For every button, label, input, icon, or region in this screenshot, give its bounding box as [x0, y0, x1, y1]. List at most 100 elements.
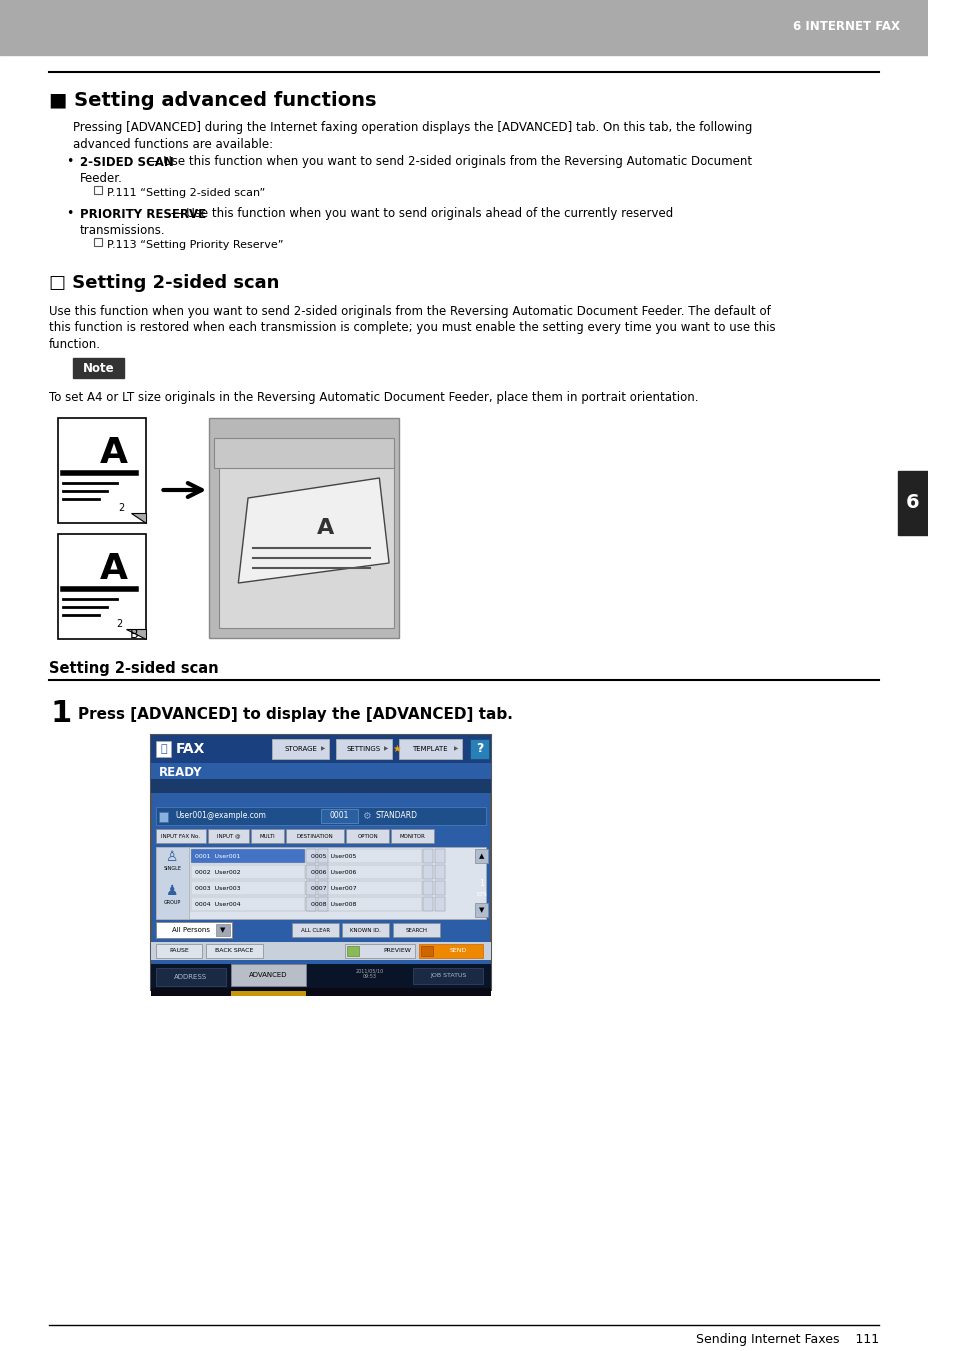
- Bar: [306, 897, 315, 911]
- Bar: [317, 865, 328, 880]
- Bar: [272, 739, 329, 759]
- Bar: [292, 923, 338, 938]
- Bar: [475, 848, 488, 863]
- Bar: [151, 763, 491, 781]
- Bar: [345, 944, 415, 958]
- Bar: [231, 965, 306, 986]
- Text: ▼: ▼: [220, 927, 225, 934]
- Bar: [435, 865, 444, 880]
- Bar: [191, 881, 305, 894]
- Text: READY: READY: [158, 766, 202, 778]
- Text: SINGLE: SINGLE: [163, 866, 181, 871]
- Bar: [58, 534, 146, 639]
- Text: function.: function.: [49, 338, 100, 350]
- Text: SETTINGS: SETTINGS: [346, 746, 380, 753]
- Polygon shape: [213, 438, 394, 467]
- Bar: [191, 897, 305, 911]
- Bar: [320, 809, 357, 823]
- Text: ADVANCED: ADVANCED: [249, 971, 288, 978]
- Bar: [251, 830, 284, 843]
- Bar: [317, 848, 328, 863]
- Text: A: A: [100, 436, 128, 470]
- Text: All Persons: All Persons: [172, 927, 210, 934]
- Text: BACK SPACE: BACK SPACE: [215, 948, 253, 954]
- Text: ?: ?: [476, 743, 483, 755]
- Text: FAX: FAX: [176, 742, 205, 757]
- Text: 375: 375: [475, 893, 487, 897]
- Bar: [94, 238, 102, 246]
- Text: 2: 2: [116, 619, 123, 630]
- Text: — Use this function when you want to send 2-sided originals from the Reversing A: — Use this function when you want to sen…: [144, 155, 751, 169]
- Text: ♙: ♙: [166, 850, 178, 865]
- Text: ★: ★: [392, 744, 401, 754]
- Bar: [317, 881, 328, 894]
- Text: 2: 2: [118, 503, 125, 513]
- Text: Use this function when you want to send 2-sided originals from the Reversing Aut: Use this function when you want to send …: [49, 305, 770, 319]
- Polygon shape: [127, 630, 146, 639]
- Bar: [307, 881, 422, 894]
- Text: ADDRESS: ADDRESS: [173, 974, 207, 979]
- Bar: [897, 471, 927, 535]
- Bar: [151, 735, 491, 990]
- Text: OPTION: OPTION: [357, 834, 377, 839]
- Bar: [342, 923, 389, 938]
- Polygon shape: [132, 513, 146, 523]
- Bar: [151, 942, 491, 961]
- Text: DESTINATION: DESTINATION: [296, 834, 334, 839]
- Text: ▼: ▼: [478, 907, 484, 913]
- Bar: [335, 739, 392, 759]
- Text: ■ Setting advanced functions: ■ Setting advanced functions: [49, 91, 375, 109]
- Bar: [72, 358, 123, 378]
- Text: •: •: [67, 208, 73, 220]
- Bar: [398, 739, 461, 759]
- Text: 6 INTERNET FAX: 6 INTERNET FAX: [792, 20, 899, 34]
- Text: 0001: 0001: [330, 812, 349, 820]
- Bar: [307, 848, 422, 863]
- Bar: [306, 881, 315, 894]
- Bar: [475, 902, 488, 917]
- Bar: [215, 924, 230, 936]
- Text: •: •: [67, 155, 73, 169]
- Bar: [0, 0, 927, 55]
- Bar: [423, 865, 433, 880]
- Text: P.111 “Setting 2-sided scan”: P.111 “Setting 2-sided scan”: [107, 188, 265, 199]
- Text: ⎙: ⎙: [160, 744, 167, 754]
- Bar: [307, 865, 422, 880]
- Bar: [469, 739, 489, 759]
- Text: TEMPLATE: TEMPLATE: [412, 746, 447, 753]
- Text: 2-SIDED SCAN: 2-SIDED SCAN: [80, 155, 173, 169]
- Text: A: A: [100, 553, 128, 586]
- Text: transmissions.: transmissions.: [80, 223, 165, 236]
- Bar: [423, 881, 433, 894]
- Bar: [423, 897, 433, 911]
- Text: 0002  User002: 0002 User002: [194, 870, 240, 874]
- Bar: [158, 812, 168, 821]
- Bar: [306, 848, 315, 863]
- Bar: [94, 186, 102, 195]
- Text: 1: 1: [51, 700, 71, 728]
- Text: User001@example.com: User001@example.com: [175, 812, 266, 820]
- Text: JOB STATUS: JOB STATUS: [430, 974, 466, 978]
- Text: 2011/05/10
09:53: 2011/05/10 09:53: [355, 969, 383, 979]
- Text: Pressing [ADVANCED] during the Internet faxing operation displays the [ADVANCED]: Pressing [ADVANCED] during the Internet …: [72, 122, 752, 135]
- Text: P.113 “Setting Priority Reserve”: P.113 “Setting Priority Reserve”: [107, 240, 283, 250]
- Text: advanced functions are available:: advanced functions are available:: [72, 138, 273, 150]
- Bar: [391, 830, 434, 843]
- Bar: [191, 865, 305, 880]
- Text: To set A4 or LT size originals in the Reversing Automatic Document Feeder, place: To set A4 or LT size originals in the Re…: [49, 392, 698, 404]
- Text: GROUP: GROUP: [163, 901, 181, 905]
- Polygon shape: [238, 478, 389, 584]
- Text: MONITOR: MONITOR: [399, 834, 425, 839]
- Text: this function is restored when each transmission is complete; you must enable th: this function is restored when each tran…: [49, 322, 775, 335]
- Text: 0005  User005: 0005 User005: [311, 854, 356, 858]
- Text: ▶: ▶: [384, 747, 388, 751]
- Text: ▶: ▶: [454, 747, 457, 751]
- Text: ⚙: ⚙: [362, 811, 371, 821]
- Text: SEND: SEND: [449, 948, 466, 954]
- Text: MULTI: MULTI: [259, 834, 275, 839]
- Text: ▲: ▲: [478, 852, 484, 859]
- Text: PRIORITY RESERVE: PRIORITY RESERVE: [80, 208, 206, 220]
- Bar: [151, 780, 491, 793]
- Text: Feeder.: Feeder.: [80, 172, 123, 185]
- Bar: [231, 992, 306, 996]
